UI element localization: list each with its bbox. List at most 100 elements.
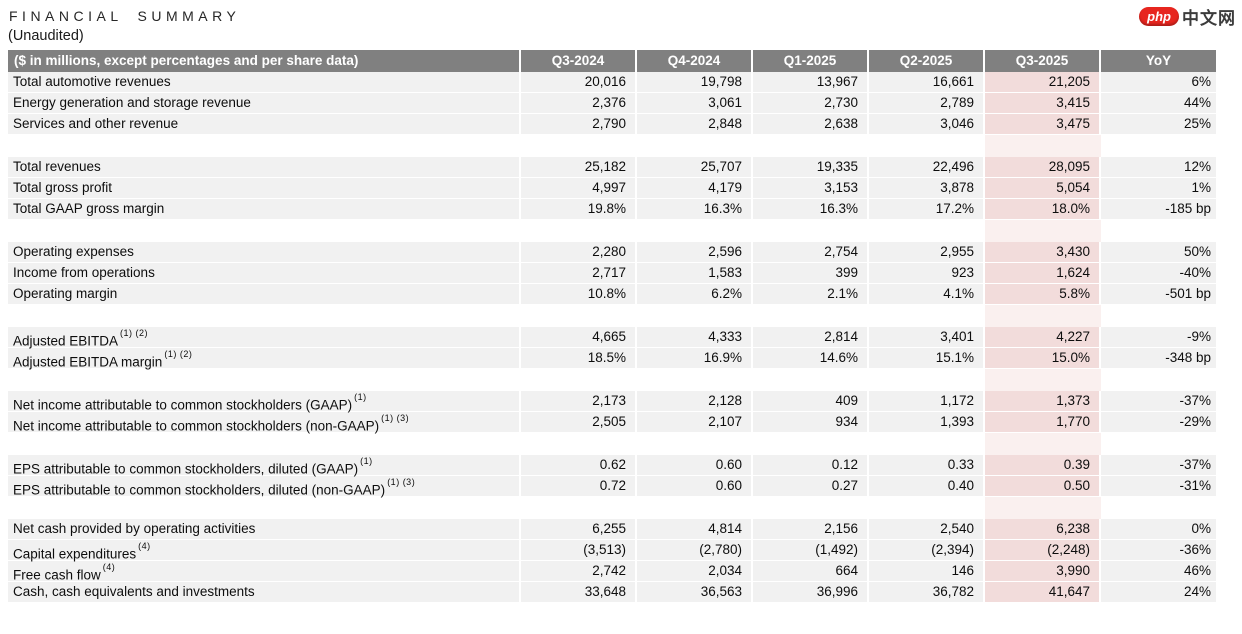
- row-label: Total GAAP gross margin: [8, 199, 521, 219]
- section-gap-spacer: [8, 497, 985, 519]
- row-label: Capital expenditures(4): [8, 540, 521, 562]
- value-cell-q1-2025: 19,335: [753, 157, 869, 177]
- value-cell-q3-2025: 18.0%: [985, 199, 1101, 219]
- q3-2025-highlight-band: [985, 369, 1101, 391]
- metric-row: Cash, cash equivalents and investments 33…: [8, 582, 1216, 603]
- row-label-text: Adjusted EBITDA: [13, 333, 119, 349]
- value-cell-q2-2025: 17.2%: [869, 199, 985, 219]
- section-gap-spacer: [8, 220, 985, 242]
- value-cell-q2-2025: 2,540: [869, 519, 985, 539]
- row-label-text: Net cash provided by operating activitie…: [13, 521, 256, 536]
- row-label: Adjusted EBITDA(1) (2): [8, 327, 521, 349]
- value-cell-q2-2025: 1,393: [869, 412, 985, 432]
- value-cell-q2-2025: 15.1%: [869, 348, 985, 368]
- metric-row: Income from operations 2,717 1,583 399 923 1,…: [8, 263, 1216, 284]
- yoy-value-cell: -348 bp: [1165, 350, 1211, 365]
- yoy-value-cell: -40%: [1179, 265, 1211, 280]
- value-cell-q3-2024: 20,016: [521, 72, 637, 92]
- value-cell-q3-2024: 2,173: [521, 391, 637, 411]
- value-cell-q3-2025: 15.0%: [985, 348, 1101, 368]
- row-label: EPS attributable to common stockholders,…: [8, 476, 521, 498]
- page-subtitle: (Unaudited): [8, 28, 84, 44]
- row-label-text: Income from operations: [13, 265, 155, 280]
- row-label-text: Total GAAP gross margin: [13, 201, 165, 216]
- value-cell-q4-2024: 3,061: [637, 93, 753, 113]
- metric-row: Total gross profit 4,997 4,179 3,153 3,878 5,…: [8, 178, 1216, 199]
- yoy-value-cell: 0%: [1191, 521, 1211, 536]
- value-cell-q2-2025: 923: [869, 263, 985, 283]
- financial-summary-table: ($ in millions, except percentages and p…: [8, 50, 1216, 603]
- metric-row: Total revenues 25,182 25,707 19,335 22,496 28…: [8, 157, 1216, 178]
- value-cell-q3-2024: 18.5%: [521, 348, 637, 368]
- value-cell-q1-2025: 0.12: [753, 455, 869, 475]
- column-header-q3-2025: Q3-2025: [985, 50, 1101, 72]
- q3-2025-highlight-band: [985, 305, 1101, 327]
- value-cell-q3-2024: 6,255: [521, 519, 637, 539]
- footnote-marker: (1): [354, 392, 367, 402]
- metric-row: Net income attributable to common stockh…: [8, 412, 1216, 434]
- row-label: Net cash provided by operating activitie…: [8, 519, 521, 539]
- value-cell-q3-2025: 41,647: [985, 582, 1101, 602]
- row-label: Income from operations: [8, 263, 521, 283]
- value-cell-q2-2025: 3,401: [869, 327, 985, 347]
- value-cell-q1-2025: 2,814: [753, 327, 869, 347]
- value-cell-q3-2024: 0.72: [521, 476, 637, 496]
- yoy-value-cell: -31%: [1179, 478, 1211, 493]
- table-header-row: ($ in millions, except percentages and p…: [8, 50, 1216, 72]
- footnote-marker: (1) (2): [164, 349, 193, 359]
- row-label-text: EPS attributable to common stockholders,…: [13, 482, 386, 498]
- metric-row: EPS attributable to common stockholders,…: [8, 455, 1216, 477]
- row-label-text: Services and other revenue: [13, 116, 179, 131]
- footnote-marker: (1): [360, 456, 373, 466]
- value-cell-q3-2024: 2,376: [521, 93, 637, 113]
- value-cell-q3-2025: 21,205: [985, 72, 1101, 92]
- row-label: Total gross profit: [8, 178, 521, 198]
- value-cell-q1-2025: 399: [753, 263, 869, 283]
- footnote-marker: (4): [138, 541, 151, 551]
- section-gap: [8, 135, 1216, 157]
- php-cn-watermark-logo: php 中文网: [1139, 4, 1236, 29]
- yoy-value-cell: -36%: [1179, 542, 1211, 557]
- value-cell-q3-2025: 3,475: [985, 114, 1101, 134]
- row-label-text: Net income attributable to common stockh…: [13, 397, 353, 413]
- q3-2025-highlight-band: [985, 135, 1101, 157]
- value-cell-q4-2024: 36,563: [637, 582, 753, 602]
- value-cell-q1-2025: 13,967: [753, 72, 869, 92]
- value-cell-q1-2025: 2.1%: [753, 284, 869, 304]
- row-label: Services and other revenue: [8, 114, 521, 134]
- value-cell-q3-2024: 2,505: [521, 412, 637, 432]
- yoy-value-cell: 1%: [1191, 180, 1211, 195]
- q3-2025-highlight-band: [985, 497, 1101, 519]
- row-label-text: Operating expenses: [13, 244, 134, 259]
- value-cell-q4-2024: 25,707: [637, 157, 753, 177]
- value-cell-q3-2025: 1,624: [985, 263, 1101, 283]
- row-label: Total revenues: [8, 157, 521, 177]
- value-cell-q2-2025: 1,172: [869, 391, 985, 411]
- value-cell-q4-2024: 2,128: [637, 391, 753, 411]
- row-label-text: Capital expenditures: [13, 546, 137, 562]
- row-label: Energy generation and storage revenue: [8, 93, 521, 113]
- value-cell-q1-2025: 2,754: [753, 242, 869, 262]
- value-cell-q1-2025: 664: [753, 561, 869, 581]
- metric-row: Adjusted EBITDA margin(1) (2) 18.5% 16.9% 1…: [8, 348, 1216, 370]
- yoy-value-cell: 6%: [1191, 74, 1211, 89]
- row-label-text: Energy generation and storage revenue: [13, 95, 251, 110]
- value-cell-q4-2024: 1,583: [637, 263, 753, 283]
- section-gap: [8, 497, 1216, 519]
- value-cell-q2-2025: (2,394): [869, 540, 985, 560]
- metric-row: Operating expenses 2,280 2,596 2,754 2,955 3,…: [8, 242, 1216, 263]
- value-cell-q2-2025: 4.1%: [869, 284, 985, 304]
- metric-row: Net income attributable to common stockh…: [8, 391, 1216, 413]
- value-cell-q2-2025: 0.40: [869, 476, 985, 496]
- value-cell-q2-2025: 2,789: [869, 93, 985, 113]
- value-cell-q4-2024: 2,107: [637, 412, 753, 432]
- table-body: Total automotive revenues 20,016 19,798 13,…: [8, 72, 1216, 603]
- value-cell-q3-2025: 5,054: [985, 178, 1101, 198]
- yoy-value-cell: -501 bp: [1165, 286, 1211, 301]
- value-cell-q3-2024: 19.8%: [521, 199, 637, 219]
- value-cell-q3-2025: 3,990: [985, 561, 1101, 581]
- footnote-marker: (1) (3): [381, 413, 410, 423]
- value-cell-q3-2024: 0.62: [521, 455, 637, 475]
- value-cell-q3-2025: 4,227: [985, 327, 1101, 347]
